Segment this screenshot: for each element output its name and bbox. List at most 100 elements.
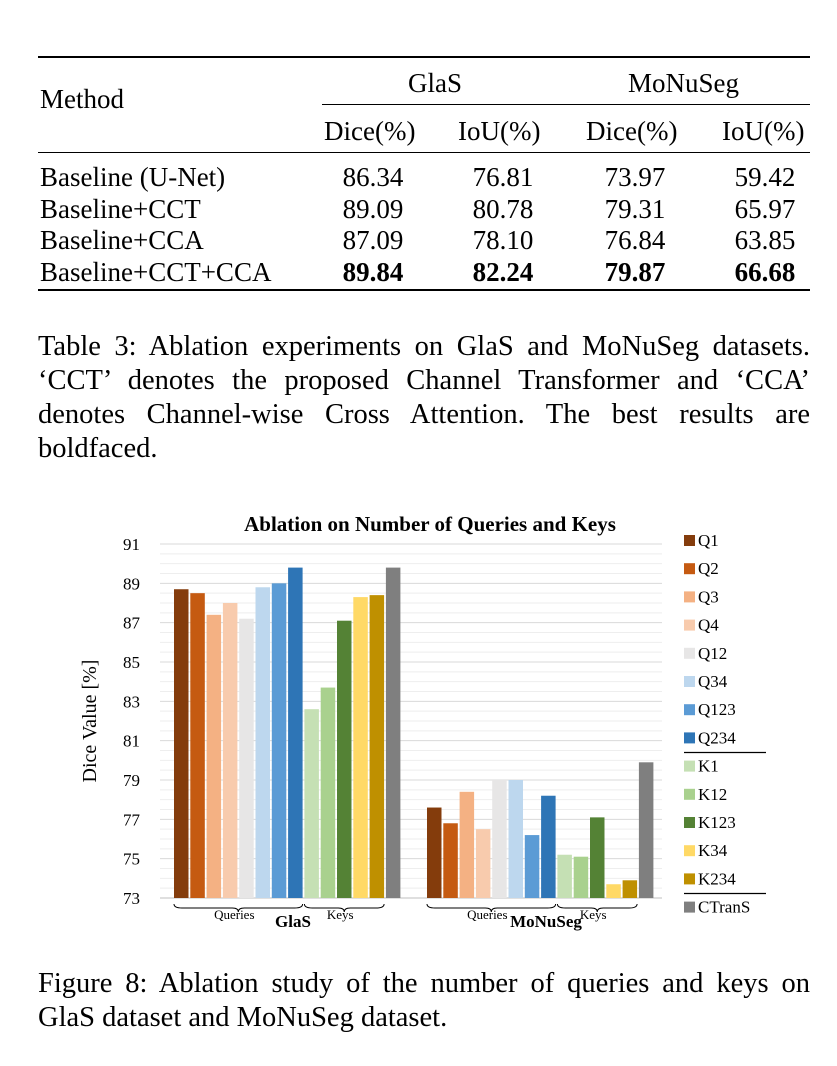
y-tick-label: 77 [123,810,141,829]
legend-label: Q34 [698,672,728,691]
table-cell: 76.84 [604,225,666,255]
bar-Q4 [222,603,238,898]
table-cell: 59.42 [734,162,796,192]
bar-Q234 [541,795,556,898]
bar-CTranS [638,762,654,898]
bar-Q3 [206,614,222,898]
keys-label: Keys [327,907,354,922]
table-cell: 63.85 [734,225,796,255]
y-tick-label: 89 [123,574,140,593]
legend-label: K234 [698,869,736,888]
keys-brace [556,903,638,913]
legend-label: Q1 [698,531,719,550]
legend-swatch-Q1 [684,535,695,546]
legend-label: CTranS [698,898,750,917]
bar-Q123 [271,583,287,898]
y-tick-label: 73 [123,889,140,908]
ablation-chart: 73 75 77 79 81 83 85 87 89 91 Dice Value [%] Ablati… [79,512,766,931]
table-cell: 76.81 [472,162,534,192]
glas-header: GlaS [408,68,462,98]
legend-swatch-K34 [684,845,695,857]
queries-label: Queries [467,907,507,922]
table-row-method: Baseline+CCA [40,225,204,255]
header-bottom-rule [38,152,810,153]
table-row-method: Baseline (U-Net) [40,162,226,192]
y-tick-label: 79 [123,771,140,790]
legend-swatch-CTranS [684,901,695,913]
table-cell-best: 89.84 [342,257,404,287]
legend-label: Q3 [698,587,719,606]
legend-swatch-Q234 [684,732,695,744]
legend-label: K1 [698,757,719,776]
y-tick-label: 87 [123,614,141,633]
y-tick-label: 83 [123,692,140,711]
legend-swatch-Q3 [684,591,695,603]
queries-label: Queries [214,907,254,922]
legend-label: Q2 [698,559,719,578]
table-cell-best: 66.68 [734,257,796,287]
bar-Q4 [475,829,491,898]
legend-swatch-Q2 [684,563,695,575]
legend-swatch-K123 [684,817,695,828]
bar-Q34 [508,780,523,898]
category-label: MoNuSeg [510,912,582,931]
bar-Q12 [239,618,254,898]
legend-label: K12 [698,785,727,804]
bar-Q34 [255,587,270,898]
keys-label: Keys [580,907,607,922]
bar-K1 [304,709,319,898]
group-underline [322,104,810,105]
table-cell-best: 79.87 [604,257,666,287]
legend-label: K123 [698,813,736,832]
legend-swatch-Q4 [684,619,695,631]
table-cell: 89.09 [342,194,404,224]
table-caption: Table 3: Ablation experiments on GlaS an… [38,331,810,464]
bar-Q3 [459,791,475,898]
sub-header-monuseg-iou: IoU(%) [722,116,805,146]
bar-K34 [353,597,368,898]
bar-K34 [606,884,621,898]
category-label: GlaS [275,912,311,931]
table-cell: 65.97 [734,194,796,224]
legend-label: Q4 [698,616,719,635]
table-bottom-rule [38,289,810,291]
monuseg-header: MoNuSeg [628,68,740,98]
table-cell: 80.78 [472,194,534,224]
table-row-method: Baseline+CCT [40,194,201,224]
table-cell: 78.10 [472,225,534,255]
y-tick-label: 81 [123,732,140,751]
table-cell: 73.97 [604,162,666,192]
table-top-rule [38,56,810,58]
table-cell-best: 82.24 [472,257,534,287]
y-tick-label: 91 [123,535,140,554]
bar-Q2 [443,823,458,898]
sub-header-monuseg-dice: Dice(%) [586,116,678,146]
bar-Q1 [427,807,442,898]
bar-Q123 [524,835,540,898]
bar-K12 [573,856,589,898]
legend-swatch-Q34 [684,676,695,687]
bar-K234 [369,595,385,898]
bar-K12 [320,687,336,898]
queries-brace [173,903,304,913]
bar-Q12 [492,780,507,898]
keys-brace [303,903,385,913]
queries-brace [426,903,557,913]
table-row-method: Baseline+CCT+CCA [40,257,272,287]
legend-label: Q234 [698,728,736,747]
legend-swatch-K1 [684,760,695,772]
bar-Q234 [288,567,303,898]
legend-swatch-Q12 [684,647,695,659]
legend-label: Q12 [698,644,727,663]
y-axis-label: Dice Value [%] [79,660,101,783]
y-tick-label: 75 [123,850,140,869]
table-cell: 79.31 [604,194,666,224]
bar-K1 [557,854,572,898]
legend-swatch-K234 [684,873,695,885]
sub-header-glas-iou: IoU(%) [458,116,541,146]
table-cell: 86.34 [342,162,404,192]
bar-K123 [337,620,352,898]
legend-swatch-K12 [684,788,695,800]
bar-K234 [622,880,638,898]
bar-Q2 [190,593,205,898]
